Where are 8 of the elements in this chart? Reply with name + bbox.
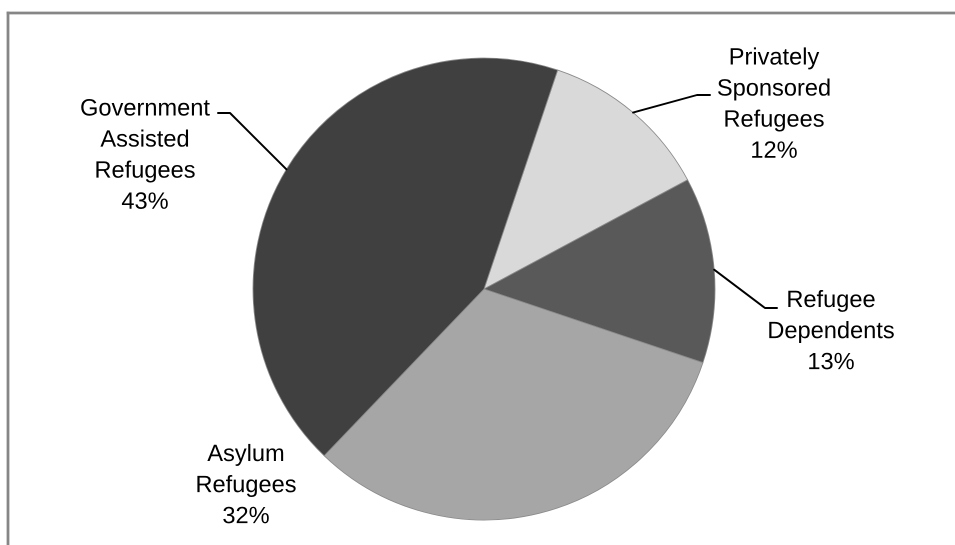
data-label: 43% [122, 192, 168, 209]
slice-label: Asylum Refugees [197, 444, 296, 498]
slice-label: Government Assisted Refugees [81, 99, 210, 183]
data-label: 32% [223, 506, 269, 524]
slice-label: Refugee Dependents [769, 290, 894, 344]
data-label: 13% [809, 352, 854, 370]
data-label: 12% [752, 141, 797, 158]
slice-label: Privately Sponsored Refugees [718, 47, 830, 132]
